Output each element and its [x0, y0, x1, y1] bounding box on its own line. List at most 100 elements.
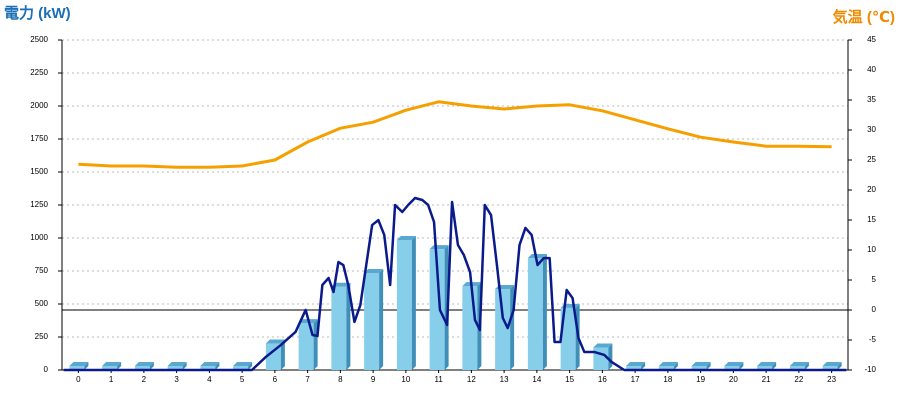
- bar-front: [527, 258, 543, 370]
- x-tick-label: 21: [762, 375, 771, 384]
- x-tick-label: 4: [207, 375, 212, 384]
- bar-top: [822, 362, 842, 366]
- bar-side: [346, 282, 351, 370]
- bar-front: [364, 272, 380, 370]
- bar-side: [280, 339, 285, 370]
- bar-side: [149, 362, 154, 370]
- bar-front: [724, 366, 740, 370]
- bar: [265, 339, 285, 370]
- bar-front: [134, 366, 150, 370]
- bar-side: [215, 362, 220, 370]
- bar-side: [739, 362, 744, 370]
- bar-top: [364, 268, 384, 273]
- bar: [691, 362, 711, 370]
- x-tick-label: 16: [598, 375, 607, 384]
- bar-front: [691, 366, 707, 370]
- bar-side: [641, 362, 646, 370]
- bar: [724, 362, 744, 370]
- bar: [233, 362, 253, 370]
- y2-tick-label: 20: [867, 185, 876, 194]
- bar-front: [200, 366, 216, 370]
- x-tick-label: 7: [305, 375, 310, 384]
- y2-tick-label: 10: [867, 245, 876, 254]
- x-tick-label: 2: [142, 375, 147, 384]
- bar-front: [757, 366, 773, 370]
- y-tick-label: 2000: [30, 101, 48, 110]
- x-tick-label: 11: [434, 375, 443, 384]
- bar-top: [724, 362, 744, 366]
- y2-axis-title: 気温 (℃): [833, 8, 895, 26]
- y-tick-label: 500: [35, 299, 49, 308]
- bar-top: [331, 282, 351, 287]
- x-tick-label: 22: [794, 375, 803, 384]
- x-tick-label: 6: [273, 375, 278, 384]
- y-tick-label: 2500: [30, 35, 48, 44]
- bar-front: [102, 366, 118, 370]
- bar: [626, 362, 646, 370]
- bar-top: [396, 235, 416, 240]
- y2-tick-label: 25: [867, 155, 876, 164]
- bar-front: [429, 249, 445, 370]
- bar-side: [542, 254, 547, 370]
- bar: [495, 285, 515, 370]
- y2-tick-label: 45: [867, 35, 876, 44]
- y-tick-label: 0: [44, 365, 49, 374]
- bar: [167, 362, 187, 370]
- x-tick-label: 3: [174, 375, 179, 384]
- bar: [593, 343, 613, 370]
- bar-top: [69, 362, 89, 366]
- bar-front: [560, 307, 576, 370]
- bar: [658, 362, 678, 370]
- bar-side: [411, 235, 416, 370]
- bar-front: [233, 366, 249, 370]
- y2-tick-label: -10: [864, 365, 876, 374]
- line: [78, 100, 832, 169]
- bar-top: [167, 362, 187, 366]
- bar-side: [673, 362, 678, 370]
- bar-side: [608, 343, 613, 370]
- bar-top: [626, 362, 646, 366]
- bar: [364, 268, 384, 370]
- x-tick-label: 0: [76, 375, 81, 384]
- bar: [200, 362, 220, 370]
- y2-tick-label: 30: [867, 125, 876, 134]
- bar-top: [200, 362, 220, 366]
- x-tick-label: 12: [467, 375, 476, 384]
- bar-side: [117, 362, 122, 370]
- x-tick-label: 5: [240, 375, 245, 384]
- y2-tick-label: 5: [872, 275, 877, 284]
- bar-side: [772, 362, 777, 370]
- bar: [102, 362, 122, 370]
- bar-side: [182, 362, 187, 370]
- bar: [331, 282, 351, 370]
- x-tick-label: 15: [565, 375, 574, 384]
- bar-top: [757, 362, 777, 366]
- bar-side: [84, 362, 89, 370]
- y-tick-label: 1250: [30, 200, 48, 209]
- y-tick-label: 1500: [30, 167, 48, 176]
- bar-top: [429, 245, 449, 250]
- y-axis-title: 電力 (kW): [4, 4, 71, 22]
- bar-front: [331, 286, 347, 370]
- y2-tick-label: 35: [867, 95, 876, 104]
- bar: [69, 362, 89, 370]
- bar-front: [298, 323, 314, 370]
- bar-front: [789, 366, 805, 370]
- bar: [527, 254, 547, 370]
- x-tick-label: 19: [696, 375, 705, 384]
- y2-tick-label: -5: [869, 335, 877, 344]
- bar-front: [69, 366, 85, 370]
- y-tick-label: 1000: [30, 233, 48, 242]
- y-tick-label: 750: [35, 266, 49, 275]
- x-tick-label: 9: [371, 375, 376, 384]
- y2-tick-label: 15: [867, 215, 876, 224]
- bar-front: [167, 366, 183, 370]
- y-tick-label: 2250: [30, 68, 48, 77]
- bar-top: [691, 362, 711, 366]
- bar: [396, 235, 416, 370]
- line: [63, 196, 847, 372]
- bar-front: [658, 366, 674, 370]
- bar-top: [233, 362, 253, 366]
- bar-side: [837, 362, 842, 370]
